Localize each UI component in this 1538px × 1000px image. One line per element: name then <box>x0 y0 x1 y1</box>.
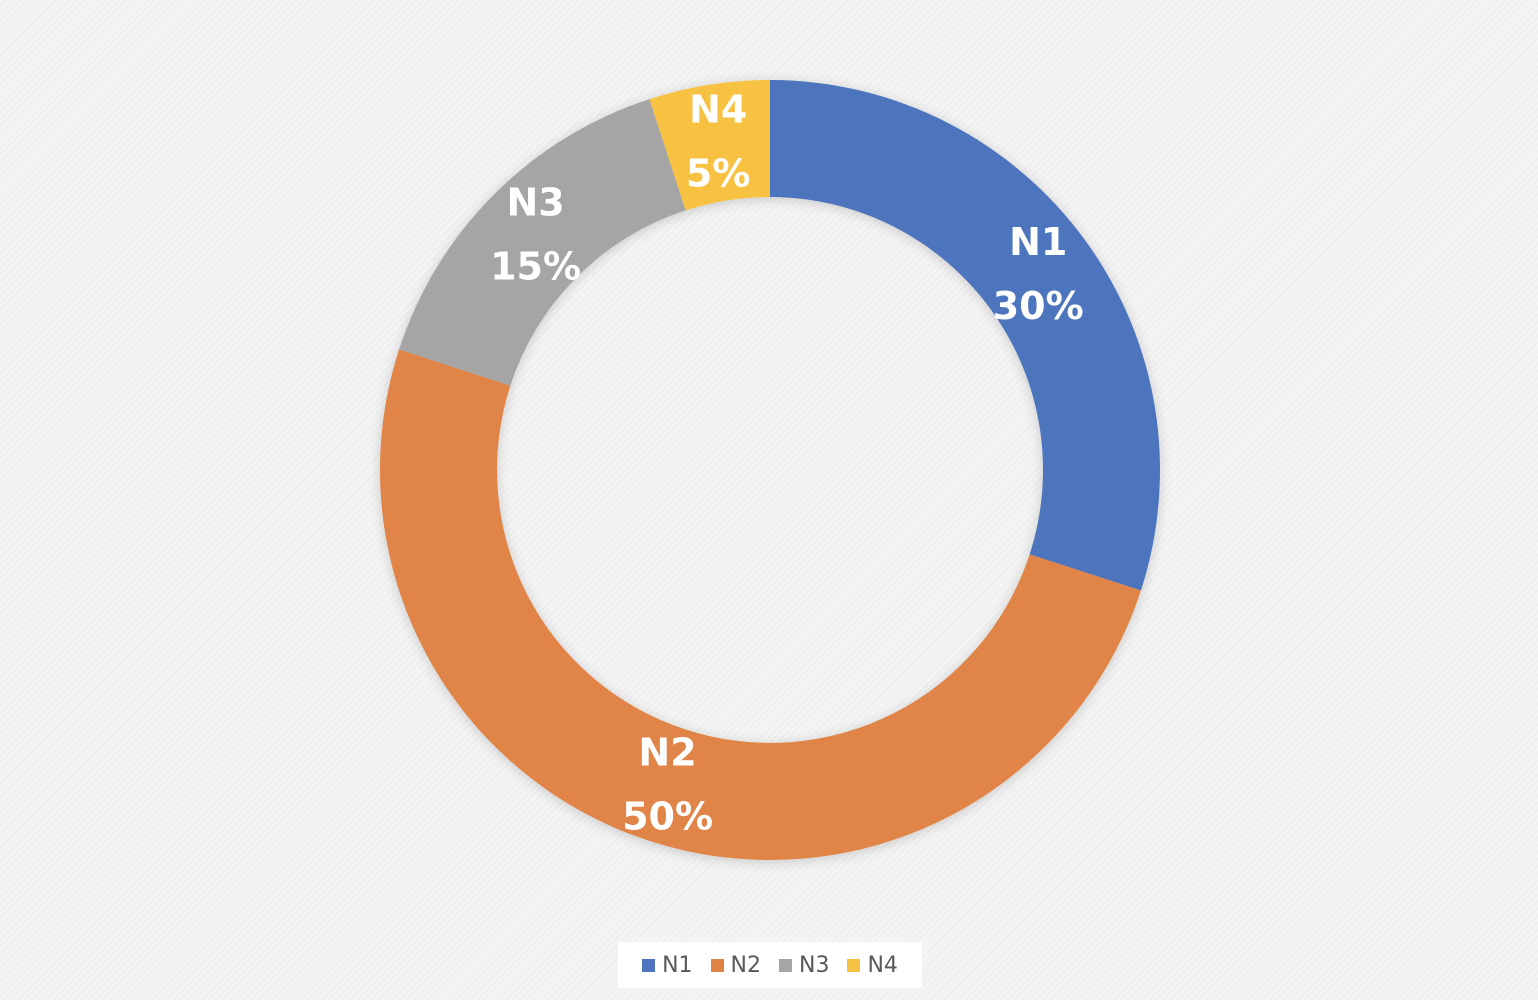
legend-label-n2: N2 <box>730 952 761 978</box>
data-label-category-n4: N4 <box>689 88 747 132</box>
data-label-category-n1: N1 <box>1009 220 1067 264</box>
legend-item-n4: N4 <box>847 952 898 978</box>
donut-slice-n2 <box>380 349 1141 860</box>
legend-label-n4: N4 <box>867 952 898 978</box>
legend-item-n3: N3 <box>779 953 829 978</box>
data-label-value-n3: 15% <box>490 245 581 289</box>
data-label-category-n3: N3 <box>506 181 564 225</box>
legend-swatch-n2 <box>710 958 724 972</box>
data-label-category-n2: N2 <box>638 730 696 774</box>
donut-data-labels: N1 30% N2 50% N3 15% N4 5% <box>490 88 1084 839</box>
donut-slice-n4 <box>649 80 770 211</box>
legend-swatch-n1 <box>642 958 656 972</box>
legend-swatch-n4 <box>847 958 861 972</box>
legend-label-n1: N1 <box>662 952 693 978</box>
donut-slice-n3 <box>399 99 686 386</box>
chart-legend: N1 N2 N3 N4 <box>618 942 922 988</box>
legend-item-n2: N2 <box>710 952 761 978</box>
legend-label-n3: N3 <box>799 952 830 978</box>
data-label-value-n1: 30% <box>993 284 1084 328</box>
donut-slices <box>380 80 1160 860</box>
legend-item-n1: N1 <box>642 952 693 978</box>
data-label-value-n2: 50% <box>622 794 713 838</box>
legend-swatch-n3 <box>779 958 792 972</box>
donut-slice-n1 <box>770 80 1160 591</box>
data-label-value-n4: 5% <box>686 152 751 196</box>
